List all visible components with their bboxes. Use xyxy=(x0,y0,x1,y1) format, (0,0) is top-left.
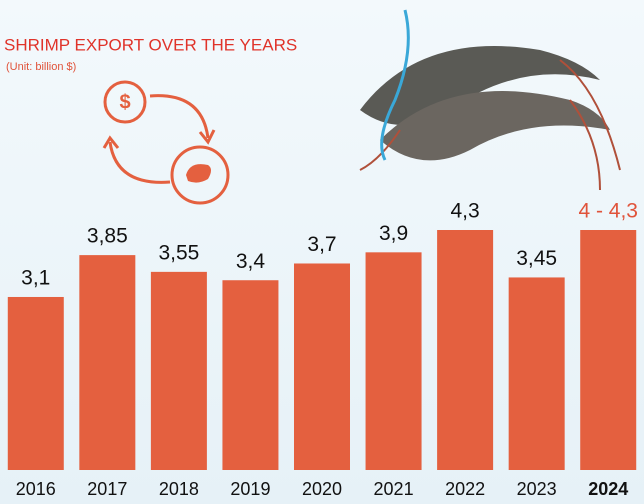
value-label: 4 - 4,3 xyxy=(578,200,638,223)
value-label: 3,85 xyxy=(87,225,128,248)
bar xyxy=(79,255,136,470)
x-tick-label: 2024 xyxy=(588,479,628,499)
value-label: 3,7 xyxy=(307,233,336,256)
bar xyxy=(294,263,350,470)
x-tick-label: 2016 xyxy=(16,479,56,499)
value-label: 3,45 xyxy=(516,247,557,270)
svg-text:$: $ xyxy=(119,91,130,113)
value-label: 4,3 xyxy=(451,200,480,223)
bar xyxy=(508,277,565,470)
x-tick-label: 2019 xyxy=(230,479,270,499)
bar xyxy=(222,280,279,470)
exchange-icon: $ xyxy=(102,80,230,205)
x-tick-label: 2022 xyxy=(445,479,485,499)
bar xyxy=(365,252,422,470)
x-tick-label: 2018 xyxy=(159,479,199,499)
value-label: 3,55 xyxy=(158,241,199,264)
x-tick-label: 2023 xyxy=(517,479,557,499)
x-tick-label: 2020 xyxy=(302,479,342,499)
value-label: 3,9 xyxy=(379,222,408,245)
bar xyxy=(150,271,207,470)
value-label: 3,1 xyxy=(21,267,50,290)
bar xyxy=(580,230,637,470)
value-label: 3,4 xyxy=(236,250,266,273)
chart-title: SHRIMP EXPORT OVER THE YEARS xyxy=(4,35,297,54)
chart-subtitle: (Unit: billion $) xyxy=(6,61,76,73)
x-tick-label: 2021 xyxy=(374,479,414,499)
x-tick-label: 2017 xyxy=(87,479,127,499)
shrimp-illustration xyxy=(359,9,621,191)
bar xyxy=(7,296,64,470)
bar xyxy=(437,230,494,470)
